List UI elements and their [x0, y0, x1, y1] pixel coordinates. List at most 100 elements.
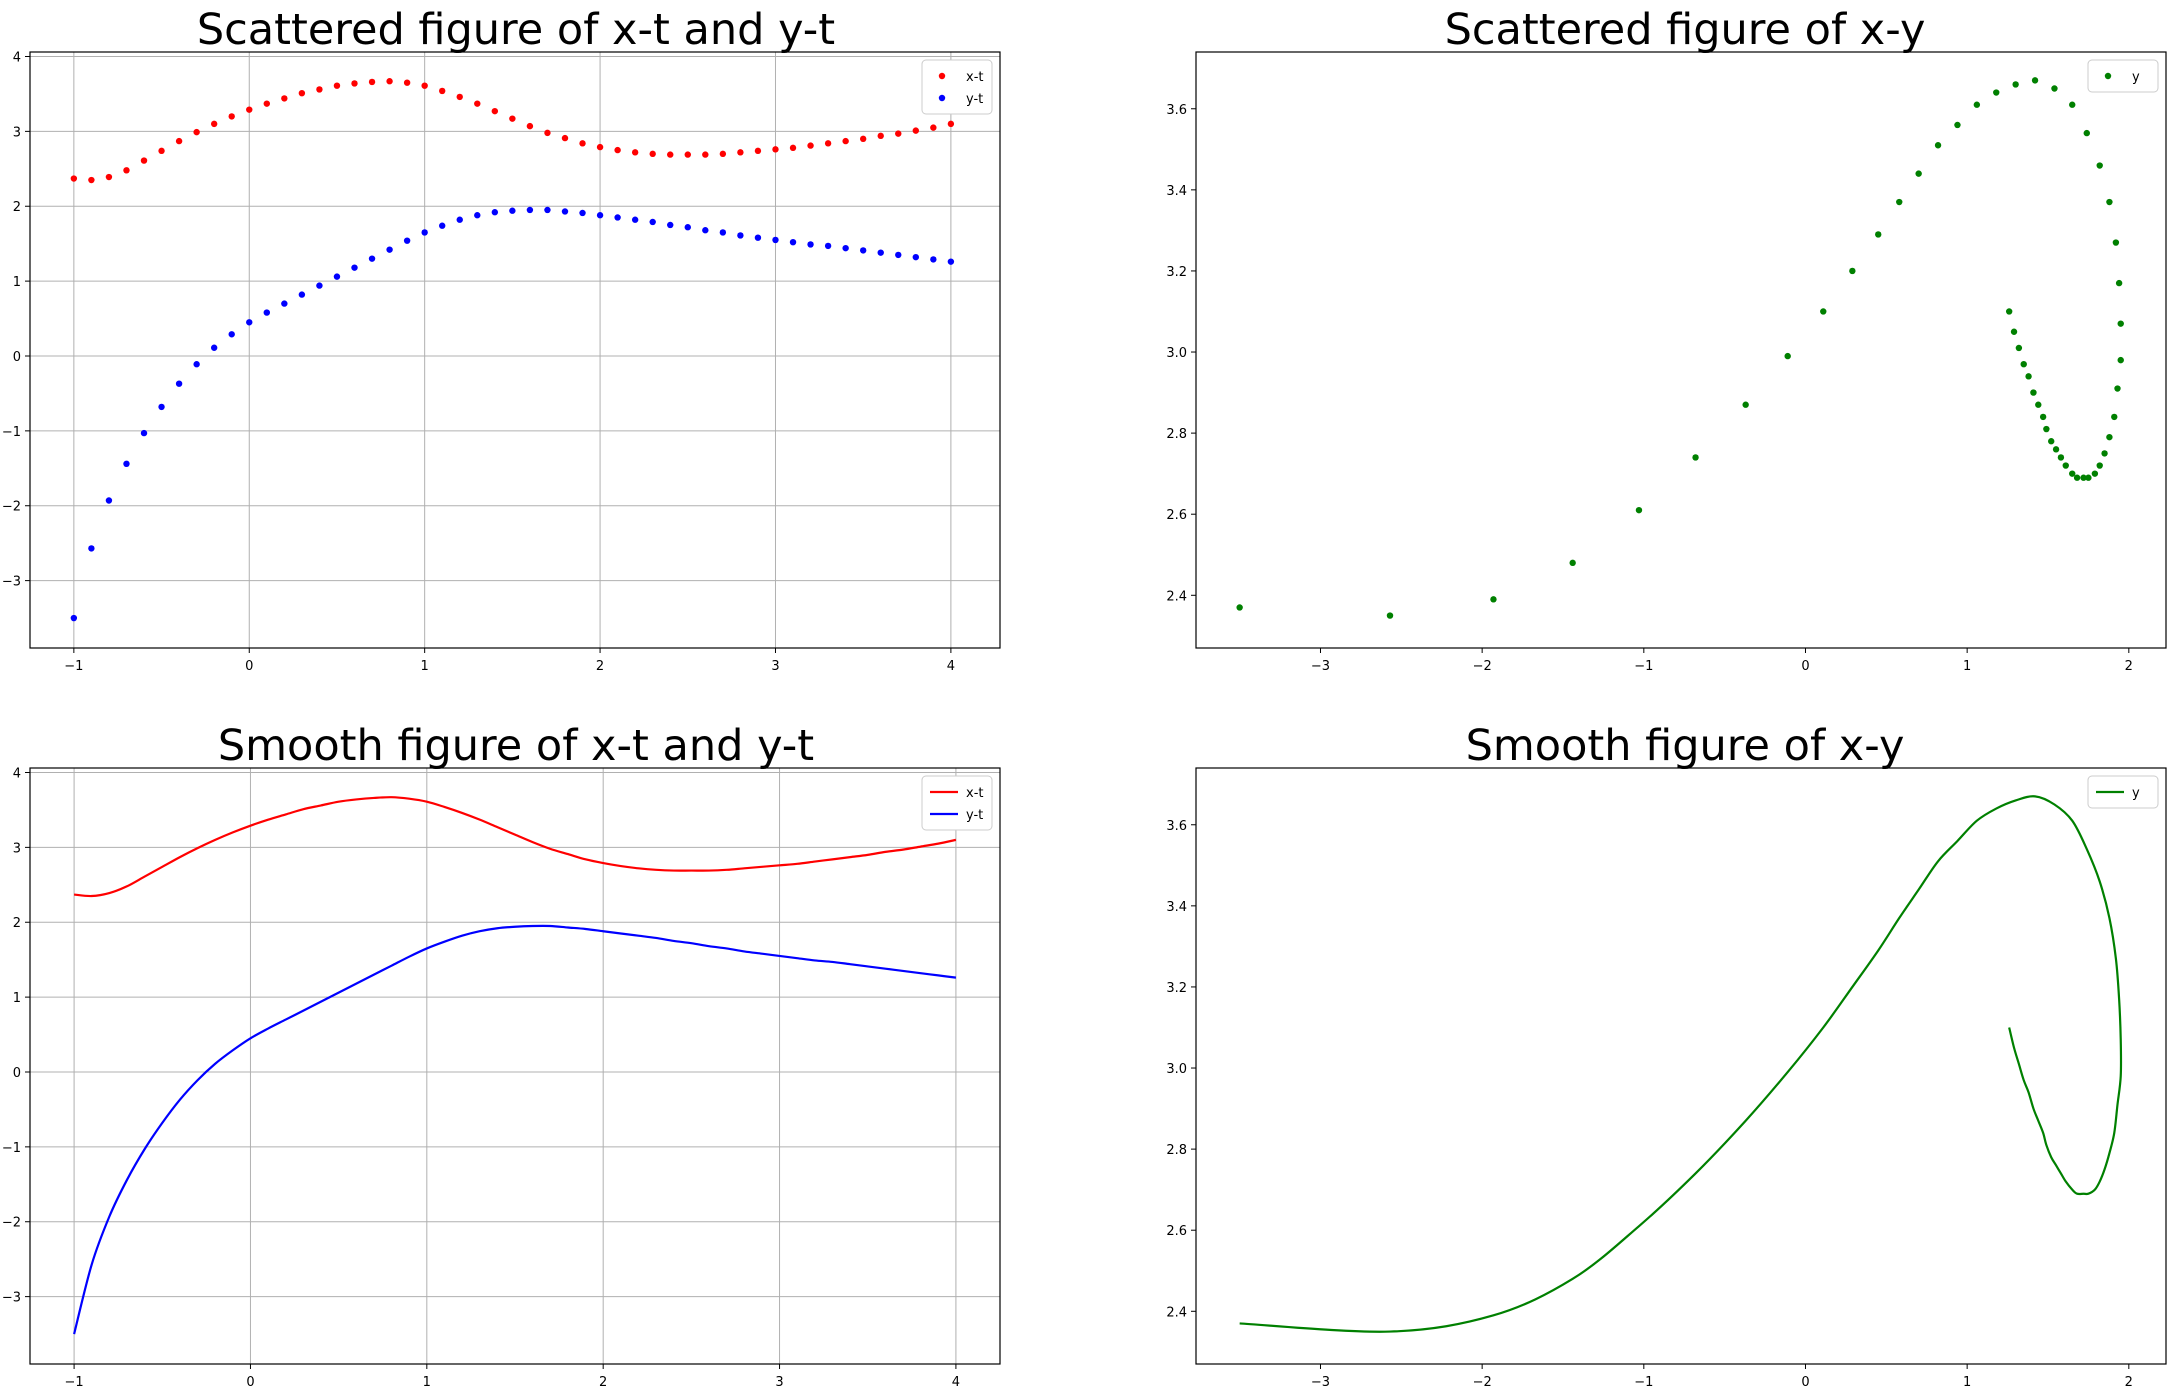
y-tick-label: 3.2 [1166, 981, 1187, 996]
data-point [351, 80, 358, 87]
data-point [2052, 446, 2060, 453]
data-point [2020, 360, 2027, 368]
data-point [631, 216, 639, 223]
data-point [2012, 81, 2019, 88]
data-point [1742, 401, 1749, 408]
data-point [88, 545, 95, 552]
series-line [1239, 795, 2123, 1333]
data-point [772, 146, 779, 153]
chart-title: Smooth figure of x-t and y-t [218, 721, 814, 771]
subplot-smooth-xt-yt: Smooth figure of x-t and y-t −1 0 1 2 3 4 −3 −2… [2, 721, 1001, 1386]
data-point [1236, 604, 1243, 611]
data-point [930, 256, 937, 263]
data-point [544, 129, 551, 137]
data-point [1896, 198, 1903, 206]
data-point [439, 87, 446, 95]
data-point [456, 216, 463, 223]
data-point [1820, 308, 1827, 315]
chart-title: Scattered figure of x-y [1445, 5, 1926, 55]
data-point [210, 344, 218, 351]
y-tick-label: 2.6 [1166, 1224, 1187, 1239]
data-point [579, 209, 586, 217]
y-tick-label: 2.6 [1166, 508, 1187, 523]
data-point [2069, 101, 2076, 108]
x-tick-label: 1 [421, 659, 429, 674]
data-point [2039, 413, 2047, 421]
y-tick-label: 2.4 [1166, 589, 1187, 604]
data-point [1915, 170, 1922, 177]
data-point [2080, 474, 2087, 481]
legend: y [2087, 775, 2159, 809]
legend: x-t y-t [921, 775, 993, 831]
data-point [754, 234, 762, 241]
data-point [1784, 352, 1791, 360]
plot-area: −3 −2 −1 0 1 2 2.4 2.6 2.8 3.0 3.2 3.4 3.6 y [1166, 51, 2167, 674]
legend-label: x-t [966, 786, 983, 801]
data-point [2085, 474, 2092, 481]
data-point [2112, 239, 2120, 246]
data-point [333, 273, 341, 280]
legend-frame [921, 775, 993, 831]
data-point [421, 82, 428, 89]
y-tick-label: 2.8 [1166, 1143, 1187, 1158]
x-tick-label: 0 [1801, 1375, 1809, 1386]
data-point [807, 241, 814, 248]
x-tick-label: 2 [2125, 1375, 2133, 1386]
x-tick-label: 3 [771, 659, 779, 674]
legend-label: y-t [966, 92, 983, 107]
data-point [2083, 129, 2090, 137]
data-point [1993, 89, 2000, 96]
data-point [824, 242, 832, 250]
data-point [316, 282, 323, 289]
data-point [281, 95, 288, 102]
data-point [368, 78, 376, 86]
subplot-scatter-xt-yt: Scattered figure of x-t and y-t −1 0 1 2 3 4−… [2, 5, 1001, 674]
x-tick-label: −1 [65, 1375, 84, 1386]
x-tick-label: −3 [1311, 659, 1330, 674]
data-point [2117, 356, 2124, 364]
x-tick-label: −3 [1311, 1375, 1330, 1386]
data-point [351, 264, 358, 271]
data-point [789, 144, 797, 152]
data-point [1490, 596, 1497, 603]
data-point [631, 149, 639, 156]
data-point [667, 151, 674, 158]
y-tick-label: 3.4 [1166, 184, 1187, 199]
series-line [73, 924, 957, 1335]
data-point [2117, 320, 2124, 327]
x-tick-label: 2 [596, 659, 604, 674]
data-point [859, 247, 867, 254]
y-tick-label: 0 [13, 1066, 21, 1081]
y-tick-label: −1 [2, 1141, 21, 1156]
data-point [88, 176, 95, 184]
data-point [105, 173, 113, 181]
legend: x-t y-t [921, 59, 993, 115]
data-point [1386, 612, 1394, 619]
y-tick-label: 1 [13, 991, 21, 1006]
data-point [2051, 85, 2058, 92]
data-point [2025, 373, 2032, 380]
data-point [2015, 344, 2023, 352]
data-point [1692, 454, 1699, 461]
data-point [895, 130, 902, 137]
data-point [719, 150, 727, 158]
data-point [298, 291, 306, 298]
data-point [2106, 198, 2113, 206]
data-point [1934, 142, 1942, 149]
data-point [2057, 454, 2065, 461]
axes-frame [1195, 51, 2167, 649]
legend-label: y [2132, 786, 2140, 801]
data-point [403, 79, 411, 86]
data-point [2073, 474, 2081, 481]
data-point [526, 122, 534, 130]
plot-area: −3 −2 −1 0 1 2 2.4 2.6 2.8 3.0 3.2 3.4 3.6 y [1166, 767, 2167, 1386]
data-point [649, 150, 656, 158]
data-point [158, 147, 165, 155]
x-tick-label: −2 [1473, 1375, 1492, 1386]
data-point [140, 429, 148, 437]
legend-marker [2104, 72, 2112, 80]
data-point [2005, 308, 2013, 315]
data-point [228, 331, 235, 338]
x-tick-label: 1 [423, 1375, 431, 1386]
